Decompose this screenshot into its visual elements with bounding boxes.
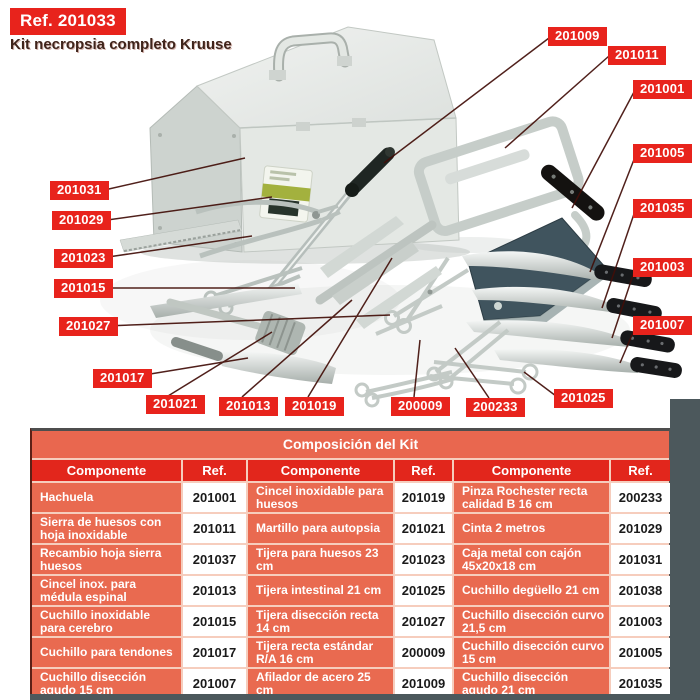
column-header: Componente (32, 460, 181, 481)
toolbox-handle (269, 32, 352, 82)
component-cell: Martillo para autopsia (248, 514, 393, 543)
callout-201023: 201023 (54, 249, 113, 268)
callout-201035: 201035 (633, 199, 692, 218)
page-edge-bottom (30, 694, 670, 700)
ref-cell: 201025 (395, 576, 452, 605)
component-cell: Tijera intestinal 21 cm (248, 576, 393, 605)
component-cell: Recambio hoja sierra huesos (32, 545, 181, 574)
callout-201031: 201031 (50, 181, 109, 200)
knife-set (462, 251, 682, 378)
ref-cell: 201023 (395, 545, 452, 574)
component-cell: Cuchillo disección curvo 21,5 cm (454, 607, 609, 636)
ref-cell: 201015 (183, 607, 246, 636)
component-cell: Cinta 2 metros (454, 514, 609, 543)
ref-cell: 200233 (611, 483, 670, 512)
column-header: Componente (454, 460, 609, 481)
column-header: Ref. (183, 460, 246, 481)
ref-cell: 201017 (183, 638, 246, 667)
component-cell: Cuchillo disección curvo 15 cm (454, 638, 609, 667)
ref-cell: 201031 (611, 545, 670, 574)
ref-cell: 201027 (395, 607, 452, 636)
column-header: Ref. (611, 460, 670, 481)
table-grid: Componente Ref. Componente Ref. Componen… (32, 460, 670, 698)
component-cell: Tijera recta estándar R/A 16 cm (248, 638, 393, 667)
component-cell: Afilador de acero 25 cm (248, 669, 393, 698)
ref-cell: 201037 (183, 545, 246, 574)
callout-201029: 201029 (52, 211, 111, 230)
page-edge-right (670, 399, 700, 700)
callout-201025: 201025 (554, 389, 613, 408)
callout-lines (99, 37, 636, 399)
callout-200233: 200233 (466, 398, 525, 417)
table-title: Composición del Kit (32, 431, 669, 460)
ref-cell: 201011 (183, 514, 246, 543)
bone-saw (315, 116, 591, 305)
ref-cell: 201021 (395, 514, 452, 543)
component-cell: Pinza Rochester recta calidad B 16 cm (454, 483, 609, 512)
callout-201003: 201003 (633, 258, 692, 277)
chisel (332, 242, 419, 305)
callout-201007: 201007 (633, 316, 692, 335)
component-cell: Cuchillo disección agudo 21 cm (454, 669, 609, 698)
column-header: Ref. (395, 460, 452, 481)
ref-cell: 201035 (611, 669, 670, 698)
callout-201009: 201009 (548, 27, 607, 46)
ref-cell: 201013 (183, 576, 246, 605)
left-tools (119, 199, 443, 384)
callout-201001: 201001 (633, 80, 692, 99)
ref-cell: 201007 (183, 669, 246, 698)
component-cell: Cuchillo degüello 21 cm (454, 576, 609, 605)
component-cell: Cuchillo inoxidable para cerebro (32, 607, 181, 636)
ref-cell: 201005 (611, 638, 670, 667)
component-cell: Sierra de huesos con hoja inoxidable (32, 514, 181, 543)
ref-cell: 201038 (611, 576, 670, 605)
product-title: Kit necropsia completo Kruuse (10, 36, 232, 53)
ref-cell: 201003 (611, 607, 670, 636)
component-cell: Cincel inoxidable para huesos (248, 483, 393, 512)
callout-201011: 201011 (608, 46, 666, 65)
ref-cell: 201029 (611, 514, 670, 543)
callout-201027: 201027 (59, 317, 118, 336)
ref-cell: 201019 (395, 483, 452, 512)
scalpel (375, 304, 443, 336)
ref-cell: 201009 (395, 669, 452, 698)
autopsy-hammer (166, 298, 306, 356)
saw-blade (119, 219, 243, 253)
component-cell: Cincel inox. para médula espinal (32, 576, 181, 605)
component-cell: Caja metal con cajón 45x20x18 cm (454, 545, 609, 574)
bone-shears (195, 199, 341, 259)
ref-badge: Ref. 201033 (10, 8, 126, 35)
ref-cell: 201001 (183, 483, 246, 512)
chisel (320, 216, 404, 278)
column-header: Componente (248, 460, 393, 481)
component-cell: Tijera disección recta 14 cm (248, 607, 393, 636)
callout-201017: 201017 (93, 369, 152, 388)
callout-201005: 201005 (633, 144, 692, 163)
ref-cell: 200009 (395, 638, 452, 667)
chisel (356, 266, 442, 329)
component-cell: Hachuela (32, 483, 181, 512)
composition-table: Composición del Kit Componente Ref. Comp… (30, 428, 670, 698)
product-photo (99, 26, 682, 408)
component-cell: Tijera para huesos 23 cm (248, 545, 393, 574)
callout-201015: 201015 (54, 279, 113, 298)
component-cell: Cuchillo disección agudo 15 cm (32, 669, 181, 698)
tape-measure-box (259, 165, 313, 223)
callout-201021: 201021 (146, 395, 205, 414)
scissors-forceps (354, 256, 539, 408)
component-cell: Cuchillo para tendones (32, 638, 181, 667)
callout-201019: 201019 (285, 397, 344, 416)
callout-200009: 200009 (391, 397, 450, 416)
callout-201013: 201013 (219, 397, 278, 416)
